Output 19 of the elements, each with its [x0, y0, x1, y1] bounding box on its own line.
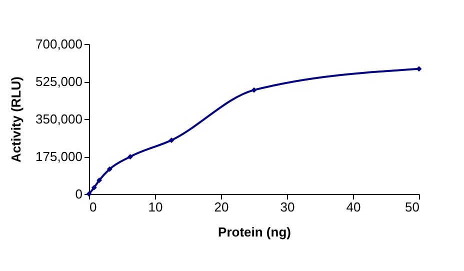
y-tick-label: 525,000 [36, 74, 82, 89]
y-tick-label: 350,000 [36, 112, 82, 126]
point [106, 166, 112, 172]
x-axis-title: Protein (ng) [218, 224, 291, 240]
point [96, 178, 102, 184]
y-tick-label: 0 [75, 186, 82, 202]
y-tick-label: 700,000 [36, 36, 82, 52]
x-tick-label: 40 [346, 200, 361, 214]
point [128, 154, 133, 160]
x-tick-label: 30 [280, 200, 295, 214]
x-tick-label: 10 [148, 200, 163, 214]
y-tick-label: 175,000 [36, 149, 82, 164]
x-tick-label: 50 [405, 200, 420, 214]
x-tick-label: 0 [90, 200, 97, 214]
point [91, 184, 97, 190]
point [168, 137, 174, 143]
y-axis-title: Activity (RLU) [8, 76, 24, 162]
x-tick-label: 20 [214, 200, 229, 214]
point [251, 87, 257, 93]
